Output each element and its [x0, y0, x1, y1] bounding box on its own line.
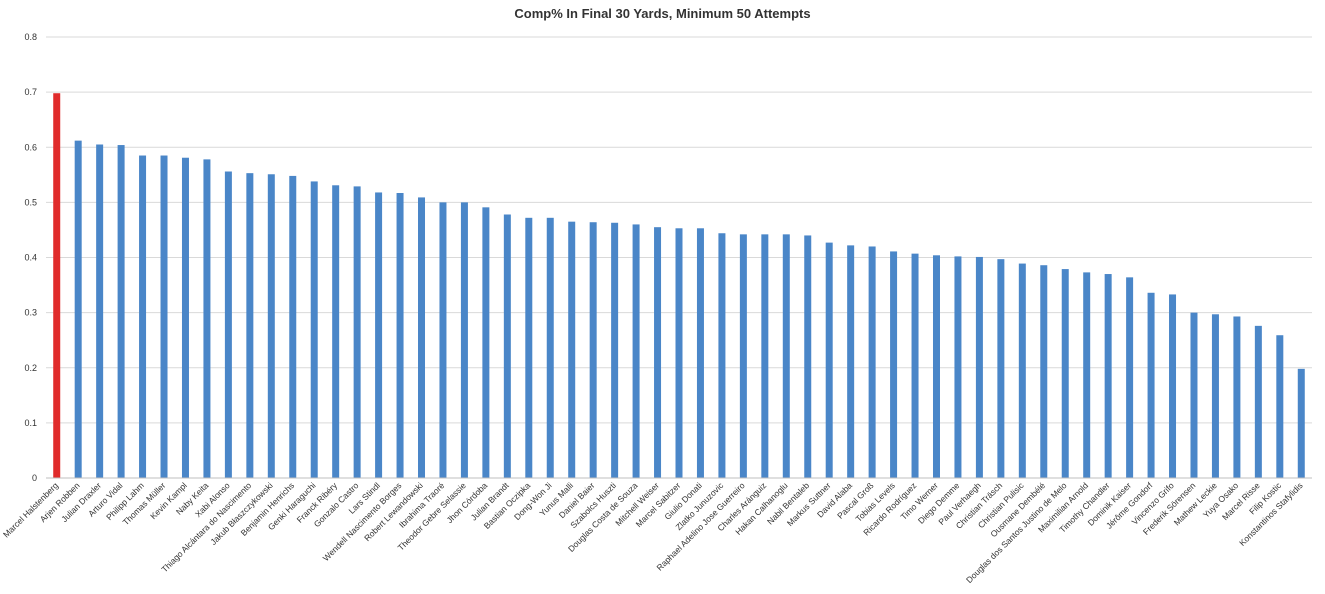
bar [696, 228, 704, 478]
bar [1126, 277, 1134, 478]
bar [847, 245, 855, 478]
bar [718, 233, 726, 478]
y-axis-tick-labels: 0 0.1 0.2 0.3 0.4 0.5 0.6 0.7 0.8 [24, 32, 37, 483]
bar [53, 93, 61, 478]
bar [1233, 316, 1241, 478]
bar [375, 192, 383, 478]
bar [117, 145, 125, 479]
bar [1147, 292, 1155, 478]
bar [868, 246, 876, 478]
bar [332, 185, 340, 478]
y-tick-label: 0.6 [24, 142, 37, 152]
bar [997, 259, 1005, 478]
bar [782, 234, 790, 478]
bar [224, 171, 232, 478]
bar [1297, 368, 1305, 478]
bar [761, 234, 769, 478]
bar [1083, 272, 1091, 478]
bar [503, 214, 511, 478]
bar [181, 157, 189, 478]
bar [525, 217, 533, 478]
y-tick-label: 0.5 [24, 197, 37, 207]
bar [1104, 274, 1112, 478]
y-tick-label: 0.1 [24, 418, 37, 428]
bar [890, 251, 898, 478]
bar [546, 217, 554, 478]
bar [825, 242, 833, 478]
bar [632, 224, 640, 478]
bar [739, 234, 747, 478]
y-tick-label: 0.8 [24, 32, 37, 42]
bar [1061, 269, 1069, 478]
bar [911, 253, 919, 478]
y-tick-label: 0 [32, 473, 37, 483]
bar [203, 159, 211, 478]
bar [96, 144, 104, 478]
bar [139, 155, 147, 479]
y-tick-label: 0.7 [24, 87, 37, 97]
bar [482, 207, 490, 478]
bar [975, 256, 983, 478]
bar [932, 255, 940, 478]
bars [53, 93, 1305, 479]
y-tick-label: 0.2 [24, 363, 37, 373]
bar [289, 175, 297, 479]
bar [675, 228, 683, 478]
bar [246, 173, 254, 478]
bar [804, 235, 812, 478]
bar [654, 227, 662, 478]
bar [611, 222, 619, 478]
bar [1040, 265, 1048, 478]
bar [1276, 335, 1284, 478]
bar [1211, 314, 1219, 478]
bar [589, 222, 597, 478]
bar [267, 174, 275, 479]
bar [439, 202, 447, 478]
bar [74, 140, 82, 478]
bar [160, 155, 168, 479]
bar [1169, 294, 1177, 478]
y-tick-label: 0.4 [24, 253, 37, 263]
bar [310, 181, 318, 479]
bar [1018, 263, 1026, 478]
bar [1190, 312, 1198, 478]
bar [418, 197, 426, 478]
chart-title: Comp% In Final 30 Yards, Minimum 50 Atte… [514, 6, 811, 21]
bar [954, 256, 962, 478]
bar [1254, 325, 1262, 478]
y-tick-label: 0.3 [24, 308, 37, 318]
bar [353, 186, 361, 479]
bar [396, 193, 404, 478]
bar [460, 202, 468, 478]
bar [568, 221, 576, 478]
